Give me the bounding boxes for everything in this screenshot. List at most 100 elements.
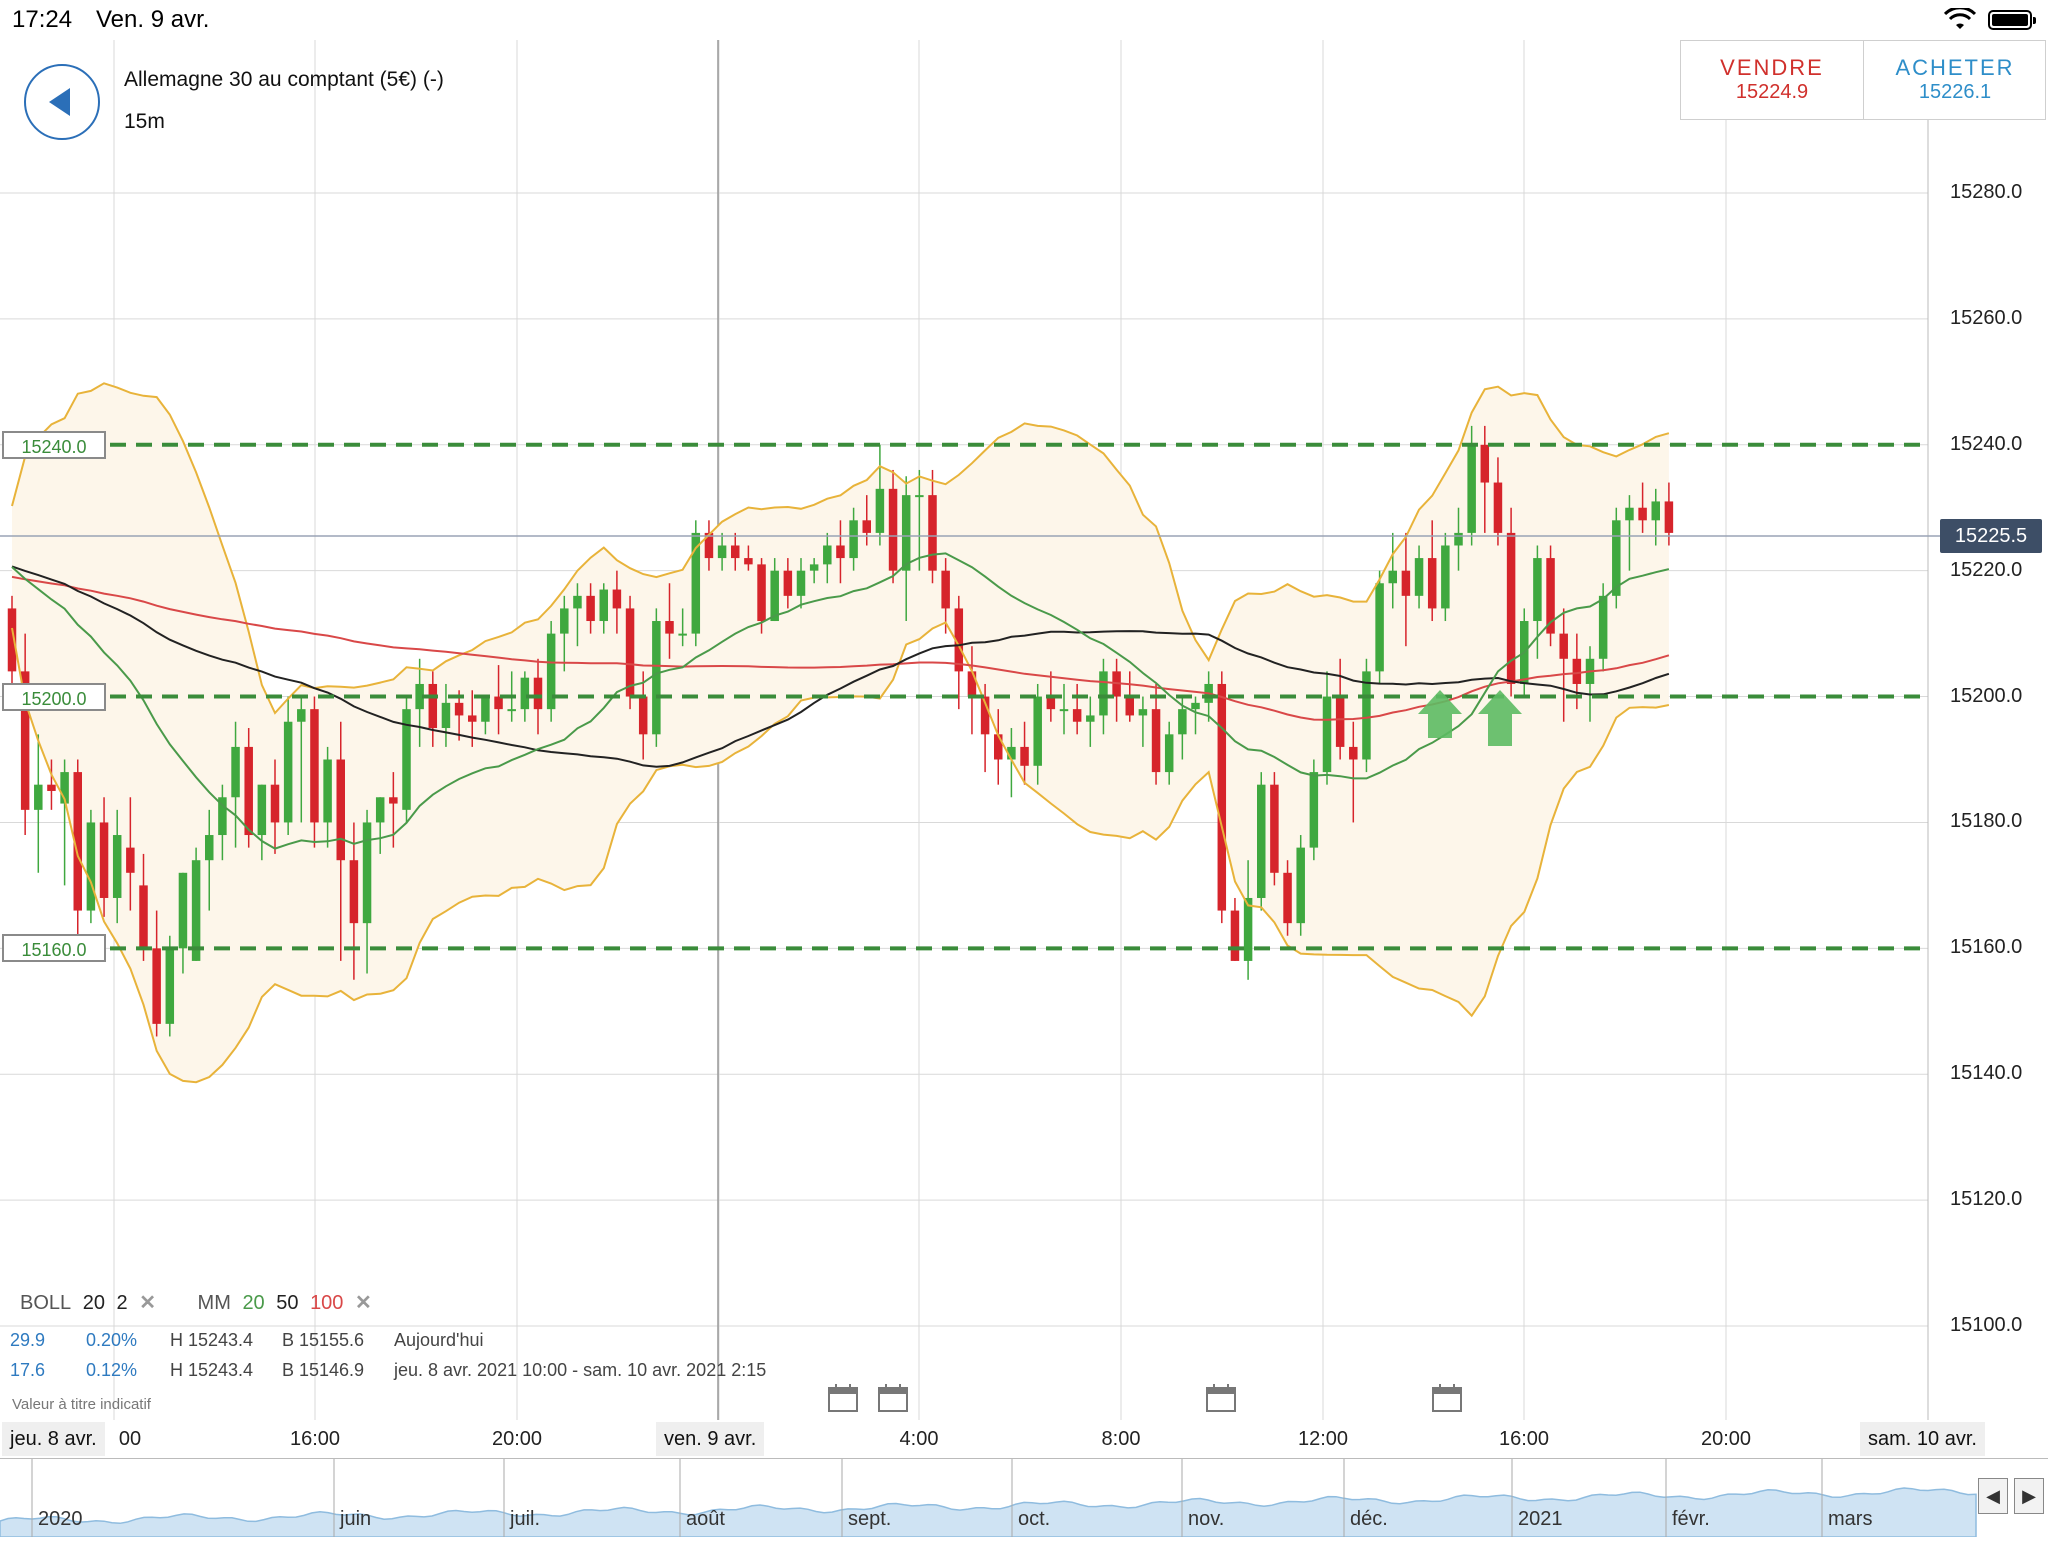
stats-row-today: 29.9 0.20% H 15243.4 B 15155.6 Aujourd'hui: [10, 1330, 484, 1351]
candle-body: [533, 677, 543, 710]
change-pct: 0.12%: [86, 1360, 138, 1380]
candle-body: [941, 570, 950, 609]
candle-body: [165, 948, 175, 1024]
level-tag[interactable]: 15160.0: [2, 934, 106, 963]
change-value: 17.6: [10, 1360, 46, 1380]
price-tick: 15280.0: [1950, 181, 2023, 203]
calendar-event-icon[interactable]: [1432, 1384, 1462, 1412]
candle-body: [454, 702, 464, 716]
high-value: H 15243.4: [170, 1360, 254, 1380]
candle-body: [349, 860, 359, 924]
status-time: 17:24: [12, 6, 73, 33]
remove-mm-icon[interactable]: ✕: [355, 1292, 372, 1314]
date-marker: jeu. 8 avr.: [2, 1422, 105, 1456]
mm-period-100: 100: [310, 1292, 344, 1314]
price-tick: 15140.0: [1950, 1062, 2023, 1085]
sell-button[interactable]: VENDRE 15224.9: [1681, 41, 1864, 119]
candle-body: [1007, 746, 1016, 760]
level-tag[interactable]: 15200.0: [2, 682, 106, 711]
candle-body: [310, 709, 319, 823]
time-tick: 12:00: [1297, 1428, 1349, 1450]
candle-body: [1612, 520, 1621, 596]
buy-label: ACHETER: [1895, 55, 2015, 80]
candle-body: [1217, 683, 1227, 911]
candle-body: [862, 520, 871, 533]
candle-body: [1191, 702, 1200, 710]
candle-body: [1296, 847, 1305, 924]
timeframe-label[interactable]: 15m: [124, 110, 165, 133]
mm-period-20: 20: [242, 1292, 265, 1314]
navigator-next-button[interactable]: ▶: [2014, 1478, 2044, 1514]
candle-body: [1598, 595, 1608, 659]
battery-icon: [1988, 10, 2036, 30]
candle-body: [1493, 482, 1503, 533]
price-chart[interactable]: [0, 0, 2048, 1420]
candle-body: [1414, 558, 1424, 596]
status-date: Ven. 9 avr.: [96, 6, 210, 33]
period-label: Aujourd'hui: [394, 1330, 484, 1350]
time-tick: 16:00: [289, 1428, 341, 1450]
candle-body: [915, 495, 924, 498]
time-tick: 16:00: [1498, 1428, 1550, 1450]
candle-body: [770, 570, 779, 622]
calendar-event-icon[interactable]: [878, 1384, 908, 1412]
candle-body: [1625, 507, 1634, 521]
calendar-event-icon[interactable]: [1206, 1384, 1236, 1412]
time-tick: 00: [118, 1428, 142, 1450]
candle-body: [928, 495, 937, 571]
candle-body: [1243, 897, 1253, 961]
candle-body: [441, 702, 451, 729]
disclaimer: Valeur à titre indicatif: [12, 1396, 151, 1413]
candle-body: [1638, 507, 1647, 521]
candle-body: [126, 847, 135, 873]
timeline-navigator[interactable]: [0, 1458, 2048, 1538]
candle-body: [47, 784, 56, 791]
candle-body: [323, 759, 332, 823]
back-button[interactable]: [24, 64, 100, 140]
calendar-event-icon[interactable]: [828, 1384, 858, 1412]
candle-body: [1506, 532, 1516, 684]
navigator-label: oct.: [1018, 1508, 1051, 1530]
candle-body: [836, 545, 845, 559]
boll-label[interactable]: BOLL: [20, 1292, 72, 1314]
candle-body: [428, 683, 438, 729]
candle-body: [507, 709, 516, 712]
level-tag[interactable]: 15240.0: [2, 430, 106, 459]
candle-body: [612, 589, 622, 609]
candle-body: [336, 759, 345, 861]
candle-body: [1441, 545, 1450, 609]
candle-body: [99, 822, 109, 898]
candle-body: [691, 532, 701, 634]
candle-body: [1046, 696, 1056, 710]
time-tick: 20:00: [1700, 1428, 1752, 1450]
candle-body: [1388, 570, 1397, 584]
candle-body: [1427, 558, 1437, 609]
candle-body: [191, 860, 201, 961]
candle-body: [994, 734, 1003, 760]
candle-body: [468, 715, 477, 722]
candle-body: [1283, 872, 1292, 924]
buy-signal-arrow-icon: [1478, 690, 1522, 746]
candle-body: [560, 608, 569, 634]
candle-body: [678, 633, 687, 636]
candle-body: [783, 570, 793, 596]
mm-label[interactable]: MM: [197, 1292, 231, 1314]
candle-body: [573, 595, 582, 609]
candle-body: [402, 709, 411, 810]
navigator-prev-button[interactable]: ◀: [1978, 1478, 2008, 1514]
time-tick: 4:00: [899, 1428, 939, 1450]
navigator-label: août: [686, 1508, 725, 1530]
remove-boll-icon[interactable]: ✕: [139, 1292, 156, 1314]
sell-price: 15224.9: [1735, 81, 1809, 103]
price-tick: 15180.0: [1950, 810, 2023, 833]
candle-body: [112, 835, 122, 898]
candle-body: [1138, 709, 1148, 716]
candle-body: [1467, 444, 1476, 533]
date-marker: ven. 9 avr.: [656, 1422, 765, 1456]
change-value: 29.9: [10, 1330, 46, 1350]
level-lines: [110, 442, 1928, 951]
buy-button[interactable]: ACHETER 15226.1: [1864, 41, 2046, 119]
bollinger-band-fill: [12, 383, 1669, 1083]
time-tick: 20:00: [491, 1428, 543, 1450]
low-value: B 15155.6: [282, 1330, 365, 1350]
